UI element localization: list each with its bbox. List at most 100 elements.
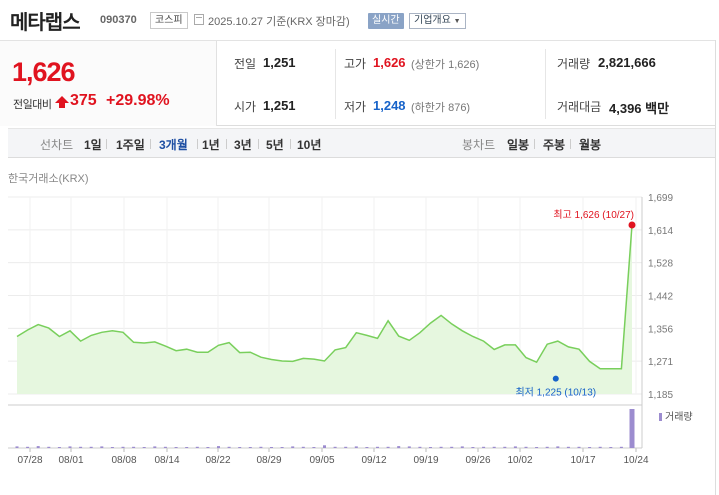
chart-axes: 1,699 1,614 1,528 1,442 1,356 1,271 1,185 07/28… bbox=[8, 193, 673, 466]
volume-bar bbox=[280, 447, 284, 448]
realtime-button[interactable]: 실시간 bbox=[368, 13, 404, 29]
y-tick-label: 1,185 bbox=[648, 390, 673, 401]
tab-3year[interactable]: 3년 bbox=[234, 138, 252, 152]
max-point-marker bbox=[628, 221, 636, 229]
min-point-label: 최저 1,225 (10/13) bbox=[515, 387, 596, 399]
tab-divider bbox=[258, 139, 259, 149]
y-tick-label: 1,271 bbox=[648, 357, 673, 368]
volume-bar bbox=[153, 446, 157, 448]
price-area bbox=[17, 225, 632, 394]
volume-bar bbox=[407, 446, 411, 448]
volume-bar bbox=[323, 445, 326, 448]
tab-1year[interactable]: 1년 bbox=[202, 138, 220, 152]
tab-3month[interactable]: 3개월 bbox=[159, 138, 188, 152]
market-badge: 코스피 bbox=[150, 12, 188, 29]
tab-1week[interactable]: 1주일 bbox=[116, 138, 145, 152]
stock-code: 090370 bbox=[100, 14, 137, 26]
divider bbox=[335, 49, 336, 119]
stock-name: 메타랩스 bbox=[10, 12, 81, 34]
volume-bar bbox=[609, 447, 613, 448]
volume-bar bbox=[333, 446, 337, 448]
volume-bar bbox=[227, 446, 231, 448]
volume-bar bbox=[248, 447, 252, 448]
scrollbar[interactable] bbox=[715, 40, 719, 495]
volume-bar bbox=[418, 446, 422, 448]
min-point-marker bbox=[552, 375, 559, 382]
tab-1day[interactable]: 1일 bbox=[84, 138, 102, 152]
up-arrow-icon bbox=[55, 96, 69, 108]
volume-bar bbox=[344, 446, 348, 448]
low-label: 저가 bbox=[344, 100, 367, 114]
line-chart-header: 선차트 bbox=[40, 138, 74, 152]
quote-date: 2025.10.27 기준(KRX 장마감) bbox=[208, 16, 350, 28]
amount-label: 거래대금 bbox=[557, 100, 602, 114]
high-value: 1,626 bbox=[373, 55, 406, 70]
volume-bar bbox=[619, 446, 623, 448]
volume-bar bbox=[100, 446, 104, 448]
volume-bar bbox=[471, 447, 475, 448]
chart-markers: 최고 1,626 (10/27) 최저 1,225 (10/13) bbox=[515, 209, 636, 399]
volume-bar bbox=[195, 446, 199, 448]
volume-bar bbox=[429, 447, 432, 448]
volume-bar bbox=[524, 446, 528, 448]
prev-close-value: 1,251 bbox=[263, 55, 296, 70]
volume-bar bbox=[513, 446, 517, 448]
volume-bar bbox=[312, 447, 316, 448]
company-info-label: 기업개요 bbox=[414, 15, 451, 26]
company-info-button[interactable]: 기업개요 ▼ bbox=[409, 13, 466, 29]
change-value: 375 bbox=[70, 92, 97, 109]
x-tick-label: 09/26 bbox=[465, 455, 490, 466]
x-tick-label: 10/02 bbox=[507, 455, 532, 466]
tab-divider bbox=[226, 139, 227, 149]
volume-bar bbox=[206, 447, 210, 448]
amount-value: 4,396 백만 bbox=[609, 101, 670, 116]
volume-bars bbox=[15, 409, 635, 449]
volume-bar bbox=[47, 446, 51, 448]
volume-bar bbox=[397, 446, 401, 449]
x-tick-label: 08/14 bbox=[154, 455, 179, 466]
volume-bar bbox=[376, 446, 379, 448]
tab-divider bbox=[106, 139, 107, 149]
calendar-icon bbox=[194, 14, 204, 25]
tab-daily[interactable]: 일봉 bbox=[507, 138, 530, 152]
price-chart[interactable]: 최고 1,626 (10/27)최저 1,225 (10/13) 1,6991,… bbox=[0, 180, 715, 495]
volume-bar bbox=[259, 446, 263, 448]
volume-bar bbox=[492, 446, 496, 448]
tab-5year[interactable]: 5년 bbox=[266, 138, 284, 152]
tab-weekly[interactable]: 주봉 bbox=[543, 138, 566, 152]
volume-bar bbox=[68, 446, 72, 448]
volume-bar bbox=[217, 446, 220, 449]
divider bbox=[545, 49, 546, 119]
volume-bar bbox=[503, 446, 507, 448]
tab-divider bbox=[534, 139, 535, 149]
volume-bar bbox=[57, 447, 61, 448]
price-line bbox=[16, 224, 633, 370]
volume-bar bbox=[629, 409, 635, 448]
prev-close-label: 전일 bbox=[234, 57, 257, 71]
price-box: 1,626 전일대비 375 +29.98% bbox=[0, 41, 217, 126]
volume-bar bbox=[89, 446, 93, 448]
tab-divider bbox=[290, 139, 291, 149]
x-tick-label: 07/28 bbox=[17, 455, 42, 466]
exchange-label: 한국거래소(KRX) bbox=[8, 173, 89, 185]
candle-chart-header: 봉차트 bbox=[462, 138, 496, 152]
volume-value: 2,821,666 bbox=[598, 55, 656, 70]
volume-bar bbox=[132, 446, 136, 448]
lower-limit: (하한가 876) bbox=[411, 102, 471, 114]
max-point-label: 최고 1,626 (10/27) bbox=[553, 209, 634, 221]
x-tick-label: 10/24 bbox=[623, 455, 648, 466]
tab-10year[interactable]: 10년 bbox=[297, 138, 322, 152]
volume-bar bbox=[482, 446, 486, 448]
open-label: 시가 bbox=[234, 100, 257, 114]
volume-bar bbox=[26, 446, 30, 448]
volume-bar bbox=[185, 447, 189, 448]
y-tick-label: 1,442 bbox=[648, 292, 673, 303]
tab-divider bbox=[197, 139, 198, 149]
x-tick-label: 09/12 bbox=[361, 455, 386, 466]
volume-bar bbox=[588, 447, 592, 448]
volume-bar bbox=[291, 446, 295, 448]
volume-bar bbox=[174, 447, 178, 448]
quote-panel: 1,626 전일대비 375 +29.98% 전일 1,251 시가 1,251… bbox=[0, 40, 715, 126]
volume-bar bbox=[163, 446, 167, 448]
tab-monthly[interactable]: 월봉 bbox=[579, 138, 602, 152]
